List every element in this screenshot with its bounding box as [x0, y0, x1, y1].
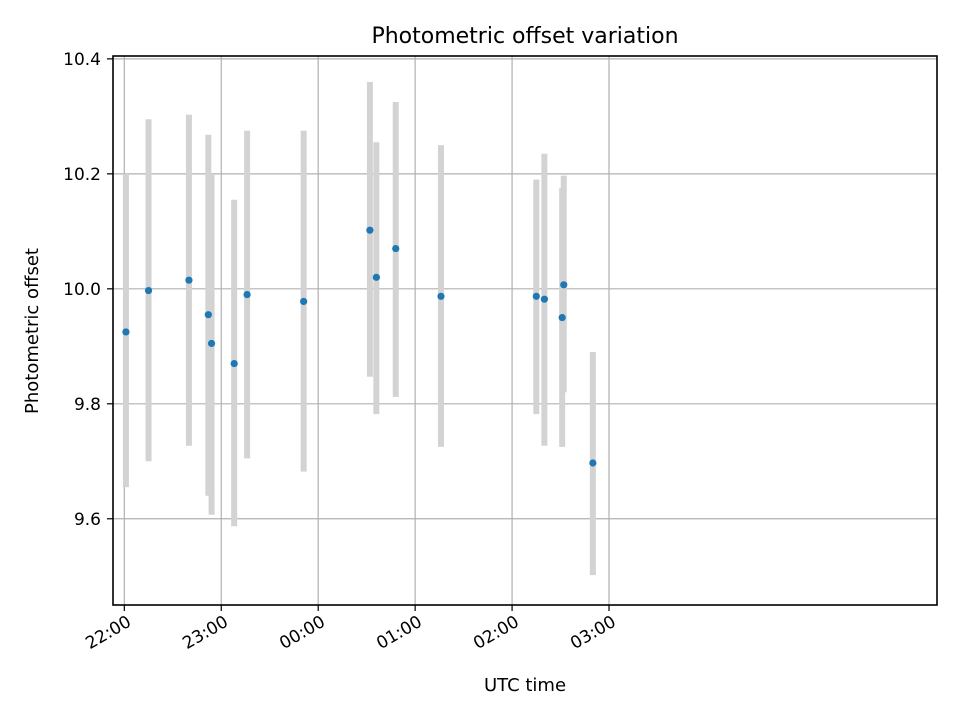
data-point — [532, 292, 540, 300]
y-axis-label: Photometric offset — [22, 248, 43, 414]
x-tick-label: 01:00 — [373, 612, 425, 654]
data-point — [204, 311, 212, 319]
data-point — [243, 290, 251, 299]
x-tick-label: 22:00 — [82, 612, 134, 654]
y-tick-label: 9.8 — [74, 395, 101, 415]
y-tick-label: 10.4 — [63, 50, 101, 70]
data-point — [144, 286, 153, 295]
data-point — [230, 359, 238, 368]
x-tick-label: 03:00 — [567, 612, 619, 654]
data-point — [589, 459, 597, 467]
y-axis-ticks: 9.6 9.8 10.0 10.2 10.4 — [63, 50, 113, 530]
x-tick-label: 00:00 — [276, 612, 328, 654]
data-point — [366, 226, 374, 234]
data-point — [392, 244, 400, 253]
x-tick-label: 02:00 — [470, 612, 522, 654]
data-point — [560, 281, 568, 289]
data-point — [372, 273, 380, 281]
data-point — [185, 276, 193, 284]
x-axis-label: UTC time — [484, 675, 566, 696]
y-tick-label: 10.0 — [63, 280, 101, 300]
plot-frame — [112, 55, 938, 606]
data-point — [300, 297, 308, 306]
x-axis-ticks: 22:00 23:00 00:00 01:00 02:00 03:00 — [82, 605, 620, 654]
data-point — [437, 292, 445, 300]
data-point — [122, 328, 130, 336]
error-bars — [122, 81, 596, 576]
x-tick-label: 23:00 — [179, 612, 231, 654]
data-point — [540, 295, 548, 303]
y-tick-label: 10.2 — [63, 165, 101, 185]
chart-title: Photometric offset variation — [371, 24, 678, 49]
data-points — [122, 226, 597, 467]
data-point — [207, 339, 216, 348]
y-tick-label: 9.6 — [74, 510, 101, 530]
data-point — [558, 313, 566, 322]
